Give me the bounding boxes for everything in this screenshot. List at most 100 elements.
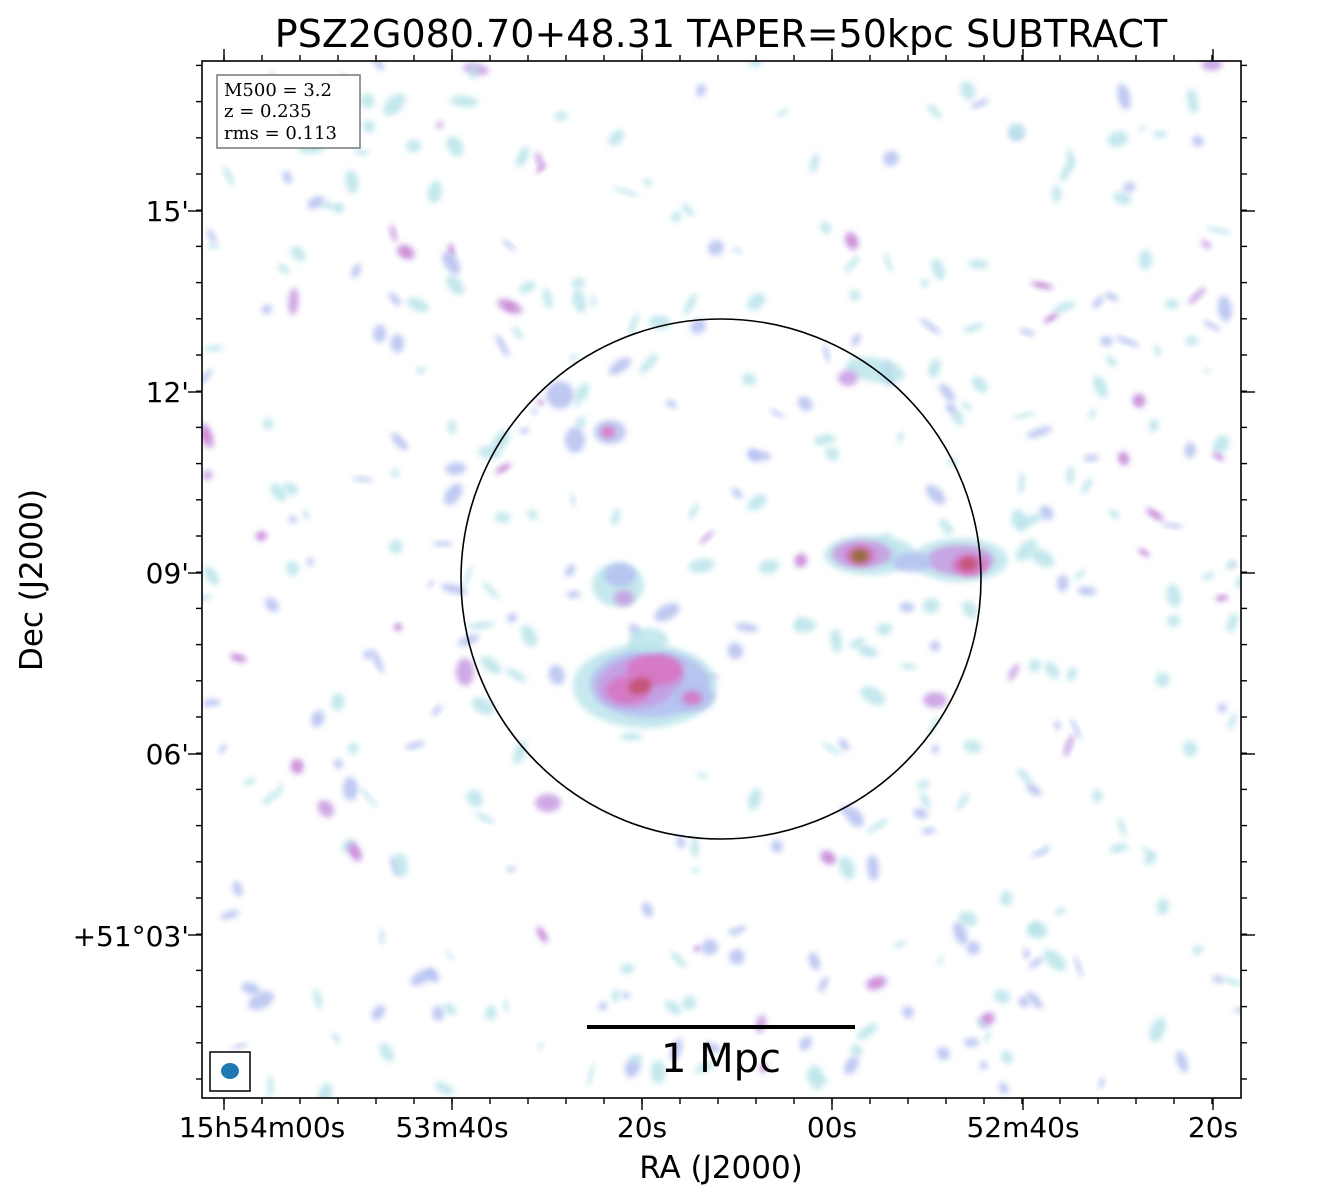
emission-blob	[1012, 412, 1037, 419]
emission-blob	[696, 83, 707, 97]
emission-blob	[362, 120, 375, 133]
emission-blob	[1047, 315, 1055, 321]
emission-blob	[1123, 182, 1136, 193]
emission-region	[535, 794, 561, 812]
emission-blob	[931, 744, 939, 754]
emission-blob	[681, 203, 694, 217]
emission-blob	[351, 847, 359, 857]
emission-blob	[264, 597, 279, 613]
emission-blob	[241, 982, 261, 995]
emission-blob	[1093, 375, 1108, 398]
emission-blob	[1150, 511, 1160, 518]
emission-blob	[758, 559, 780, 574]
emission-blob	[953, 921, 968, 946]
emission-blob	[506, 865, 516, 873]
scale-bar: 1 Mpc	[587, 1025, 855, 1082]
emission-blob	[643, 178, 652, 187]
emission-blob	[856, 644, 878, 658]
emission-blob	[1227, 712, 1237, 730]
emission-blob	[388, 292, 402, 306]
emission-blob	[502, 239, 516, 252]
emission-blob	[928, 358, 941, 379]
emission-blob	[1051, 185, 1062, 203]
emission-blob	[1018, 513, 1043, 527]
emission-blob	[1054, 907, 1066, 916]
emission-blob	[442, 251, 461, 275]
emission-blob	[1164, 299, 1179, 310]
emission-blob	[695, 1061, 715, 1074]
emission-blob	[379, 1042, 394, 1062]
emission-blob	[258, 533, 264, 539]
emission-blob	[1083, 454, 1100, 462]
x-tick-label: 53m40s	[395, 1111, 508, 1144]
info-box: M500 = 3.2 z = 0.235 rms = 0.113	[216, 74, 361, 149]
emission-blob	[494, 512, 511, 524]
emission-blob	[234, 655, 243, 661]
emission-blob	[390, 334, 405, 353]
emission-blob	[1184, 442, 1196, 459]
emission-blob	[572, 289, 587, 313]
emission-blob	[261, 304, 272, 315]
emission-blob	[1212, 435, 1230, 455]
info-mass: M500 = 3.2	[224, 80, 332, 101]
emission-blob	[1092, 789, 1103, 803]
emission-blob	[447, 419, 457, 435]
emission-blob	[566, 590, 581, 599]
emission-blob	[1149, 1017, 1166, 1043]
emission-blob	[360, 93, 375, 109]
emission-region	[628, 628, 668, 652]
emission-blob	[1138, 249, 1153, 270]
emission-blob	[860, 686, 886, 706]
emission-blob	[267, 1074, 274, 1098]
emission-blob	[574, 399, 581, 409]
emission-blob	[1117, 817, 1126, 837]
emission-blob	[332, 1032, 341, 1044]
emission-blob	[307, 196, 325, 209]
emission-blob	[436, 121, 444, 129]
emission-blob	[404, 741, 425, 750]
emission-blob	[968, 259, 989, 269]
emission-blob	[1036, 283, 1048, 288]
emission-blob	[1016, 768, 1033, 785]
emission-region	[838, 370, 858, 386]
emission-blob	[927, 103, 942, 119]
emission-blob	[270, 483, 287, 502]
y-axis-label: Dec (J2000)	[14, 489, 50, 671]
emission-blob	[695, 947, 699, 951]
emission-blob	[1182, 740, 1198, 757]
emission-blob	[427, 180, 442, 204]
emission-blob	[920, 278, 929, 288]
emission-blob	[405, 139, 422, 153]
emission-blob	[650, 1060, 666, 1084]
emission-blob	[747, 293, 766, 311]
x-tick-label: 52m40s	[966, 1111, 1079, 1144]
emission-blob	[1120, 455, 1127, 462]
x-tick-label: 20s	[617, 1111, 667, 1144]
emission-blob	[818, 976, 829, 993]
emission-blob	[1066, 149, 1075, 166]
emission-blob	[1019, 328, 1036, 336]
emission-region	[614, 590, 634, 606]
emission-blob	[203, 566, 220, 586]
scale-bar-label: 1 Mpc	[661, 1036, 781, 1082]
emission-blob	[1201, 61, 1223, 71]
emission-blob	[747, 788, 762, 811]
emission-blob	[306, 557, 314, 567]
emission-blob	[983, 1016, 991, 1023]
emission-blob	[731, 488, 743, 499]
emission-blob	[1105, 355, 1117, 367]
emission-blob	[505, 668, 528, 683]
emission-blob	[921, 827, 936, 835]
emission-blob	[471, 697, 495, 715]
emission-blob	[446, 951, 454, 961]
emission-blob	[1156, 898, 1169, 915]
emission-blob	[1070, 717, 1082, 741]
emission-blob	[1026, 426, 1053, 438]
emission-blob	[572, 277, 585, 289]
x-tick-label: 20s	[1188, 1111, 1238, 1144]
emission-blob	[317, 799, 335, 818]
emission-blob	[901, 1006, 914, 1019]
emission-blob	[243, 777, 256, 786]
emission-region	[851, 549, 869, 563]
